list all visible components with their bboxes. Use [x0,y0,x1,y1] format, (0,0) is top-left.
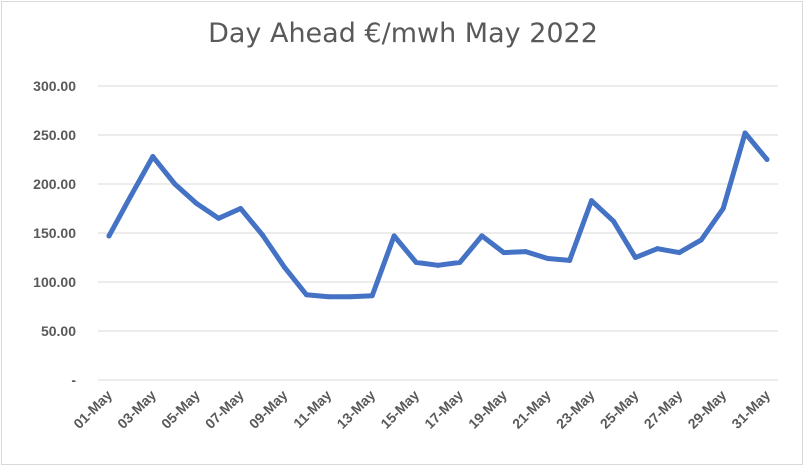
x-tick-label: 19-May [465,387,510,432]
data-point [369,293,375,299]
data-point [764,157,770,162]
chart-title: Day Ahead €/mwh May 2022 [208,18,598,49]
data-point [742,130,748,136]
y-tick-label: 250.00 [33,127,76,143]
x-tick-label: 09-May [246,387,291,432]
data-point [391,233,397,239]
data-point [106,233,112,239]
data-point [194,201,200,207]
y-tick-label: 300.00 [33,78,76,94]
data-point [720,206,726,211]
data-point [150,154,156,160]
x-tick-label: 15-May [377,387,422,432]
data-point [545,255,551,261]
x-tick-label: 01-May [70,387,115,432]
data-point [238,206,244,211]
data-point [435,262,441,268]
y-tick-label: 50.00 [41,323,76,339]
x-tick-label: 21-May [509,387,554,432]
data-point [698,237,704,243]
x-tick-label: 25-May [597,387,642,432]
data-point [610,218,616,224]
x-tick-label: 23-May [553,387,598,432]
y-tick-label: 200.00 [33,176,76,192]
data-point [501,250,507,256]
data-point [325,294,331,300]
data-point [413,259,419,265]
x-tick-label: 17-May [421,387,466,432]
data-point [589,198,595,204]
data-point [457,259,463,265]
data-point [632,255,638,260]
x-tick-label: 03-May [114,387,159,432]
data-point [654,246,660,252]
data-point [676,250,682,256]
y-tick-label: 100.00 [33,274,76,290]
data-point [281,264,287,270]
data-point [172,181,178,187]
x-tick-label: 29-May [684,387,729,432]
y-tick-label: 150.00 [33,225,76,241]
x-tick-label: 11-May [290,387,334,431]
y-tick-label: - [71,372,76,388]
data-point [523,249,529,255]
x-tick-label: 27-May [641,387,686,432]
data-point [216,215,222,221]
series-line [106,130,770,300]
x-tick-label: 31-May [728,387,773,432]
data-point [479,233,485,239]
x-tick-label: 07-May [202,387,247,432]
data-point [128,193,134,199]
x-tick-label: 05-May [158,387,203,432]
data-point [303,292,309,298]
data-point [347,294,353,300]
x-tick-label: 13-May [333,387,378,432]
data-point [567,257,573,263]
data-point [260,232,266,238]
